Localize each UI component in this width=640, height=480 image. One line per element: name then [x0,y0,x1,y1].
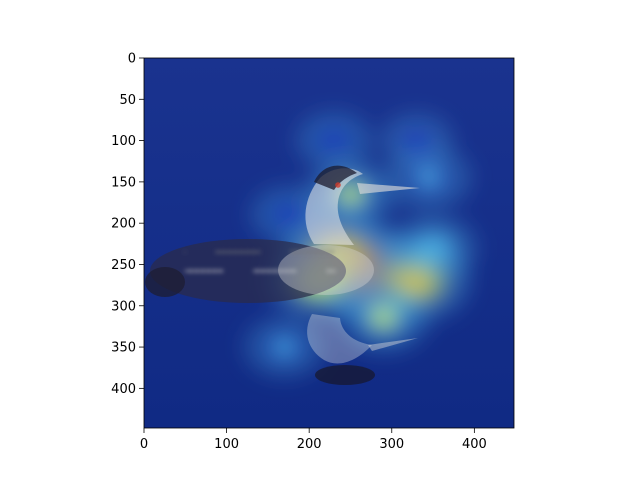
feather-speckle [220,249,226,255]
heatmap-hotspot-core [322,130,346,151]
heatmap-hotspot-core [419,236,448,260]
feather-speckle [283,268,289,274]
feather-speckle [325,268,331,274]
feather-speckle [316,249,322,255]
x-tick-label: 0 [140,437,148,452]
feather-speckle [232,249,238,255]
feather-speckle [289,250,293,254]
feather-speckle [214,249,220,255]
heatmap-hotspot-core [405,131,428,150]
feather-speckle [298,249,304,255]
duck-neck [305,168,363,245]
feather-speckle [244,249,250,255]
duck-tail [145,267,185,297]
y-tick-label: 150 [111,175,136,190]
y-axis: 0 50 100 150 200 250 300 350 400 [111,52,144,397]
feather-speckle [292,249,298,255]
feather-speckle [217,268,223,274]
duck-breast [278,245,374,295]
plot-area [145,110,479,385]
duck-reflection-base [315,365,375,385]
duck-illustration [145,165,420,385]
feather-speckle [211,268,217,274]
duck-head-stripe [314,165,357,190]
y-tick-label: 50 [119,93,136,108]
heatmap-hotspot-core [335,182,366,207]
duck-reflection-neck [307,314,372,364]
y-tick-label: 100 [111,134,136,149]
feather-speckle [253,268,259,274]
feather-speckle [183,250,187,254]
duck-body [150,239,346,303]
feather-speckle [256,249,262,255]
feather-speckle [187,268,193,274]
x-axis: 0 100 200 300 400 [140,428,487,452]
feather-speckle [322,249,328,255]
feather-speckle [226,249,232,255]
feather-speckle [199,268,205,274]
x-tick-label: 400 [462,437,487,452]
feather-speckle [238,249,244,255]
heatmap-hotspot-core [368,306,399,331]
feather-speckle [250,249,256,255]
y-tick-label: 350 [111,341,136,356]
duck-reflection-bill [368,338,418,351]
heatmap-hotspot-core [415,166,443,189]
x-tick-label: 300 [379,437,404,452]
feather-speckles [183,249,337,274]
x-tick-label: 200 [297,437,322,452]
feather-speckle [289,268,295,274]
feather-speckle [265,268,271,274]
feather-speckle [310,249,316,255]
y-tick-label: 0 [128,52,136,67]
plot-frame [143,57,515,429]
feather-speckle [193,268,199,274]
feather-speckle [205,268,211,274]
duck-eye [335,182,341,188]
feather-speckle [304,249,310,255]
feather-speckle [252,269,256,273]
y-tick-label: 250 [111,258,136,273]
feather-speckle [328,249,334,255]
feather-speckle [271,268,277,274]
feather-speckle [277,268,283,274]
feather-speckle [331,268,337,274]
x-tick-label: 100 [214,437,239,452]
heatmap-hotspot-core [271,336,298,358]
y-tick-label: 200 [111,217,136,232]
feather-speckle [184,269,188,273]
feather-speckle [259,268,265,274]
duck-bill [357,183,420,194]
y-tick-label: 300 [111,299,136,314]
y-tick-label: 400 [111,382,136,397]
heatmap-hotspot-core [276,205,301,225]
